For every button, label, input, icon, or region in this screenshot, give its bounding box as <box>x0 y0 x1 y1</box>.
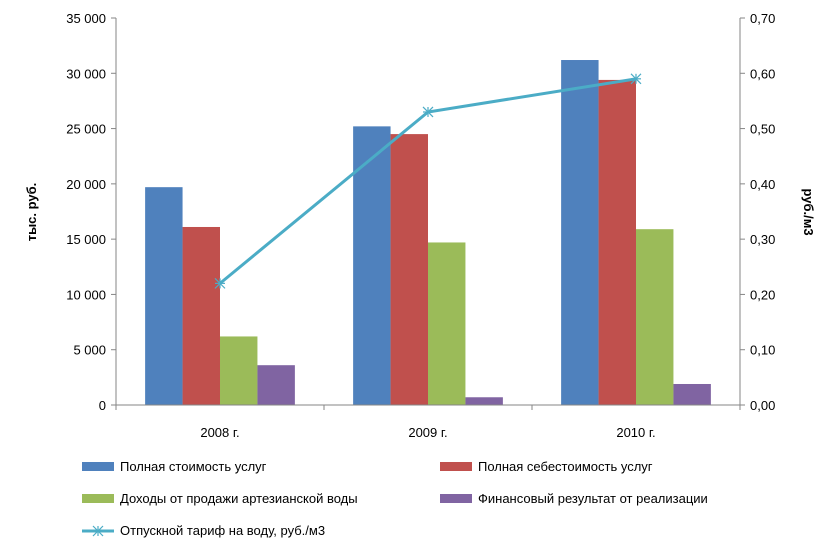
x-tick-label: 2008 г. <box>200 425 239 440</box>
bar <box>257 365 295 405</box>
y2-tick-label: 0,00 <box>750 398 775 413</box>
bar <box>182 226 220 405</box>
y2-tick-label: 0,50 <box>750 122 775 137</box>
y2-tick-label: 0,10 <box>750 343 775 358</box>
y-tick-label: 20 000 <box>66 177 106 192</box>
bar <box>598 79 636 406</box>
bar <box>428 242 466 405</box>
legend-item: Отпускной тариф на воду, руб./м3 <box>82 523 325 538</box>
legend-swatch <box>82 462 114 471</box>
bar <box>673 383 711 405</box>
y-tick-label: 15 000 <box>66 232 106 247</box>
bar <box>465 397 503 405</box>
legend-label: Отпускной тариф на воду, руб./м3 <box>120 523 325 538</box>
y-tick-label: 0 <box>99 398 106 413</box>
bar <box>145 187 183 405</box>
legend-swatch <box>82 494 114 503</box>
x-tick-label: 2010 г. <box>616 425 655 440</box>
legend-label: Финансовый результат от реализации <box>478 491 708 506</box>
bars <box>145 60 711 406</box>
legend-item: Полная стоимость услуг <box>82 459 267 474</box>
line-point <box>422 106 434 118</box>
line-layer <box>214 73 642 289</box>
y-tick-label: 25 000 <box>66 122 106 137</box>
bar <box>561 60 599 405</box>
line-point <box>630 73 642 85</box>
legend-item: Полная себестоимость услуг <box>440 459 653 474</box>
y2-tick-label: 0,70 <box>750 11 775 26</box>
axes <box>115 18 741 406</box>
y2-tick-label: 0,40 <box>750 177 775 192</box>
legend: Полная стоимость услуг Полная себестоимос… <box>82 459 708 538</box>
legend-item: Финансовый результат от реализации <box>440 491 708 506</box>
legend-swatch <box>440 462 472 471</box>
x-tick-label: 2009 г. <box>408 425 447 440</box>
x-axis-ticks: 2008 г. 2009 г. 2010 г. <box>115 405 741 440</box>
y-axis-ticks: 0 5 000 10 000 15 000 20 000 25 000 30 000 35 0… <box>66 11 116 413</box>
line-point <box>214 277 226 289</box>
y-axis-title: тыс. руб. <box>24 183 39 242</box>
legend-label: Доходы от продажи артезианской воды <box>120 491 358 506</box>
bar <box>390 134 428 405</box>
y2-tick-label: 0,20 <box>750 287 775 302</box>
y-tick-label: 5 000 <box>73 343 106 358</box>
legend-swatch <box>440 494 472 503</box>
y2-axis-ticks: 0,00 0,10 0,20 0,30 0,40 0,50 0,60 0,70 <box>740 11 775 413</box>
y2-tick-label: 0,60 <box>750 66 775 81</box>
legend-item: Доходы от продажи артезианской воды <box>82 491 358 506</box>
y-tick-label: 35 000 <box>66 11 106 26</box>
y2-axis-title: руб./м3 <box>801 188 816 235</box>
y-tick-label: 10 000 <box>66 287 106 302</box>
bar <box>353 126 391 406</box>
y2-tick-label: 0,30 <box>750 232 775 247</box>
bar <box>220 336 258 405</box>
legend-label: Полная себестоимость услуг <box>478 459 653 474</box>
bar <box>636 229 674 405</box>
y-tick-label: 30 000 <box>66 66 106 81</box>
legend-label: Полная стоимость услуг <box>120 459 267 474</box>
